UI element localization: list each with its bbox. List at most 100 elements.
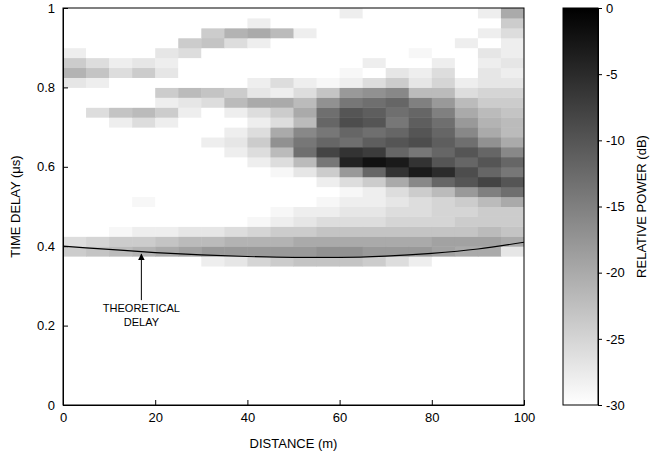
heatmap-cell — [432, 197, 456, 207]
heatmap-cell — [178, 38, 202, 48]
heatmap-cell — [247, 167, 271, 177]
heatmap-cell — [294, 38, 318, 48]
heatmap-cell — [455, 207, 479, 217]
heatmap-cell — [294, 177, 318, 187]
heatmap-cell — [501, 216, 524, 226]
tick-label: 1 — [48, 1, 55, 16]
heatmap-cell — [455, 28, 479, 38]
heatmap-cell — [478, 266, 502, 276]
heatmap-cell — [247, 276, 271, 286]
heatmap-cell — [86, 87, 110, 97]
heatmap-cell — [109, 246, 133, 256]
heatmap-cell — [455, 58, 479, 68]
tick-label: 40 — [241, 410, 255, 425]
heatmap-cell — [201, 266, 225, 276]
heatmap-cell — [455, 216, 479, 226]
heatmap-cell — [294, 77, 318, 87]
heatmap-cell — [409, 207, 433, 217]
heatmap-cell — [201, 157, 225, 167]
heatmap-cell — [270, 38, 294, 48]
heatmap-cell — [409, 87, 433, 97]
tick-mark — [598, 8, 602, 9]
heatmap-cell — [178, 137, 202, 147]
heatmap-cell — [294, 147, 318, 157]
tick-label: 0.8 — [37, 80, 55, 95]
heatmap-cell — [386, 197, 410, 207]
heatmap-cell — [455, 68, 479, 78]
heatmap-cell — [455, 117, 479, 127]
heatmap-cell — [132, 256, 156, 266]
heatmap-cell — [294, 58, 318, 68]
heatmap-cell — [132, 226, 156, 236]
tick-label: 20 — [148, 410, 162, 425]
heatmap-cell — [247, 216, 271, 226]
heatmap-cell — [432, 127, 456, 137]
heatmap-cell — [478, 256, 502, 266]
tick-label: -25 — [606, 331, 625, 346]
heatmap-cell — [501, 48, 524, 58]
heatmap-cell — [155, 58, 179, 68]
heatmap-cell — [294, 197, 318, 207]
heatmap-cell — [501, 177, 524, 187]
heatmap-cell — [501, 207, 524, 217]
heatmap-cell — [340, 48, 364, 58]
heatmap-cell — [155, 216, 179, 226]
heatmap-cell — [409, 177, 433, 187]
heatmap-cell — [178, 117, 202, 127]
heatmap-cell — [270, 107, 294, 117]
tick-label: 0.6 — [37, 159, 55, 174]
heatmap-cell — [201, 18, 225, 28]
heatmap-cell — [178, 266, 202, 276]
heatmap-cell — [386, 48, 410, 58]
heatmap-cell — [317, 177, 341, 187]
heatmap-cell — [294, 167, 318, 177]
heatmap-cell — [478, 97, 502, 107]
heatmap-cell — [363, 236, 387, 246]
heatmap-cell — [455, 157, 479, 167]
heatmap-cell — [201, 38, 225, 48]
heatmap-cell — [109, 97, 133, 107]
heatmap-cell — [63, 77, 87, 87]
heatmap-cell — [317, 236, 341, 246]
heatmap-cell — [109, 137, 133, 147]
heatmap-cell — [132, 77, 156, 87]
heatmap-cell — [317, 77, 341, 87]
heatmap-cell — [478, 107, 502, 117]
heatmap-cell — [132, 187, 156, 197]
heatmap-cell — [363, 38, 387, 48]
heatmap-cell — [63, 167, 87, 177]
heatmap-cell — [247, 87, 271, 97]
heatmap-cell — [501, 97, 524, 107]
heatmap-cell — [432, 177, 456, 187]
heatmap-cell — [386, 137, 410, 147]
heatmap-cell — [386, 157, 410, 167]
heatmap-cell — [132, 276, 156, 286]
heatmap-cell — [455, 38, 479, 48]
heatmap-cell — [63, 87, 87, 97]
heatmap-cell — [224, 226, 248, 236]
heatmap-cell — [455, 256, 479, 266]
heatmap-cell — [201, 167, 225, 177]
heatmap-cell — [317, 187, 341, 197]
heatmap-cell — [132, 127, 156, 137]
heatmap-cell — [386, 18, 410, 28]
heatmap-cell — [386, 147, 410, 157]
heatmap-cell — [86, 58, 110, 68]
heatmap-cell — [155, 77, 179, 87]
heatmap-cell — [109, 68, 133, 78]
heatmap-cell — [386, 77, 410, 87]
heatmap-cell — [132, 197, 156, 207]
heatmap-cell — [178, 28, 202, 38]
heatmap-cell — [132, 177, 156, 187]
heatmap-cell — [63, 38, 87, 48]
heatmap-cell — [340, 207, 364, 217]
heatmap-cell — [432, 167, 456, 177]
heatmap-cell — [386, 177, 410, 187]
heatmap-cell — [409, 187, 433, 197]
heatmap-cell — [178, 77, 202, 87]
heatmap-cell — [317, 28, 341, 38]
heatmap-cell — [317, 107, 341, 117]
heatmap-cell — [317, 18, 341, 28]
heatmap-cell — [294, 18, 318, 28]
heatmap-cell — [340, 187, 364, 197]
